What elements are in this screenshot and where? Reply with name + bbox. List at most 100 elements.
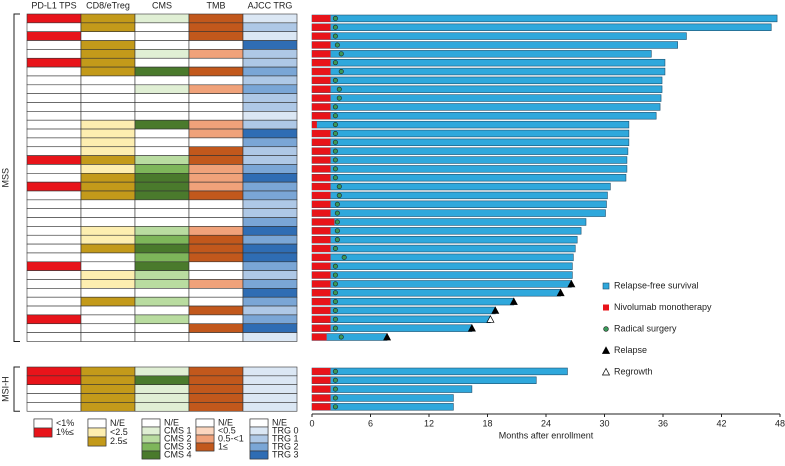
nivolumab-bar [312, 147, 331, 155]
heatmap-cell [242, 375, 298, 386]
heatmap-cell [134, 296, 190, 307]
heatmap-cell [242, 40, 298, 50]
heatmap-cell [80, 111, 136, 121]
heatmap-cell [134, 323, 190, 333]
heatmap-cell [134, 119, 190, 130]
surgery-marker [334, 42, 340, 48]
nivolumab-bar [312, 85, 331, 93]
heatmap-cell [188, 261, 244, 271]
heatmap-cell [188, 49, 244, 59]
surgery-marker [332, 263, 338, 269]
heatmap-cell [80, 75, 136, 86]
heatmap-cell [26, 49, 82, 59]
surgery-marker [341, 254, 347, 260]
surgery-marker [332, 130, 338, 136]
surgery-marker [332, 148, 338, 154]
heatmap-cell [242, 146, 298, 156]
heatmap-cell [188, 226, 244, 236]
heatmap-cell [188, 270, 244, 280]
heatmap-cell [188, 173, 244, 183]
heatmap-cell [242, 384, 298, 394]
heatmap-cell [26, 252, 82, 263]
nivolumab-bar [312, 183, 331, 190]
heatmap-cell [242, 181, 298, 192]
heatmap-cell [80, 323, 136, 333]
heatmap-cell [242, 288, 298, 298]
rfs-bar [311, 191, 608, 200]
nivolumab-bar [312, 368, 331, 375]
legend-swatch [249, 450, 269, 460]
nivolumab-bar [312, 103, 331, 111]
rfs-bar [311, 182, 611, 191]
column-header: TMB [207, 0, 226, 10]
x-axis-label: Months after enrollment [499, 430, 594, 440]
heatmap-cell [242, 13, 298, 24]
rfs-bar [311, 67, 666, 76]
heatmap-cell [188, 102, 244, 112]
nivolumab-bar [312, 236, 331, 244]
heatmap-cell [242, 190, 298, 201]
heatmap-cell [242, 128, 298, 139]
surgery-marker [332, 395, 338, 401]
heatmap-cell [80, 57, 136, 68]
heatmap-cell [242, 137, 298, 148]
nivolumab-bar [312, 32, 331, 40]
heatmap-cell [188, 375, 244, 386]
heatmap-cell [134, 66, 190, 77]
heatmap-cell [188, 279, 244, 289]
heatmap-cell [242, 57, 298, 68]
rfs-bar [311, 271, 573, 279]
heatmap-cell [188, 84, 244, 94]
heatmap-cell [80, 155, 136, 165]
heatmap-cell [134, 199, 190, 210]
heatmap-cell [242, 393, 298, 403]
heatmap-cell [134, 217, 190, 227]
x-tick-label: 36 [658, 418, 668, 428]
legend-label: N/E [110, 418, 125, 428]
surgery-marker [336, 95, 342, 101]
nivolumab-bar [312, 59, 331, 67]
heatmap-cell [26, 332, 82, 342]
heatmap-cell [242, 22, 298, 33]
legend-swatch [601, 367, 611, 376]
surgery-marker [332, 33, 338, 39]
nivolumab-bar [312, 68, 331, 75]
column-header: PD-L1 TPS [31, 0, 76, 10]
heatmap-cell [26, 208, 82, 218]
heatmap-cell [188, 243, 244, 254]
surgery-marker [332, 104, 338, 110]
heatmap-cell [242, 199, 298, 210]
legend-swatch [87, 427, 107, 438]
legend-label: 1≤ [218, 441, 228, 451]
rfs-bar [311, 376, 537, 384]
heatmap-cell [188, 323, 244, 333]
heatmap-cell [80, 384, 136, 394]
heatmap-cell [80, 375, 136, 386]
heatmap-cell [242, 217, 298, 227]
heatmap-cell [80, 128, 136, 139]
heatmap-cell [26, 199, 82, 210]
x-tick-label: 48 [775, 418, 785, 428]
heatmap-cell [26, 13, 82, 24]
heatmap-cell [188, 366, 244, 377]
nivolumab-bar [312, 94, 331, 102]
nivolumab-bar [312, 262, 331, 270]
heatmap-cell [80, 252, 136, 263]
relapse-marker [491, 306, 500, 314]
heatmap-cell [80, 288, 136, 298]
legend-swatch [141, 450, 161, 460]
heatmap-cell [134, 31, 190, 41]
heatmap-cell [242, 164, 298, 174]
heatmap-cell [242, 155, 298, 165]
legend-swatch [601, 346, 611, 354]
surgery-marker [338, 334, 344, 340]
rfs-bar [311, 297, 515, 306]
legend-label: CMS 4 [164, 449, 192, 459]
heatmap-cell [188, 199, 244, 210]
heatmap-cell [26, 137, 82, 148]
heatmap-cell [26, 164, 82, 174]
heatmap-cell [134, 40, 190, 50]
surgery-marker [338, 69, 344, 75]
heatmap-cell [188, 57, 244, 68]
legend-label: TRG 3 [272, 449, 299, 459]
